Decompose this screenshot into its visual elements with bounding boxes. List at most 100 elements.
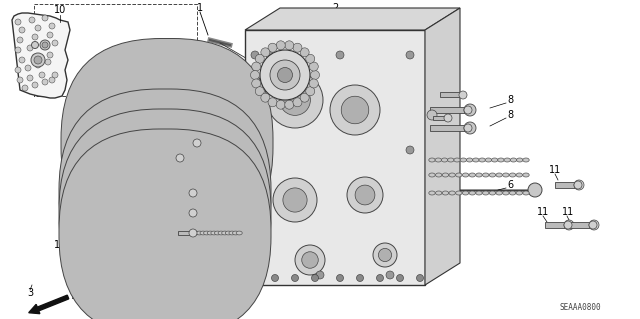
Ellipse shape [225, 191, 232, 195]
Text: 8: 8 [507, 110, 513, 120]
Circle shape [34, 56, 42, 64]
Text: 6: 6 [507, 180, 513, 190]
Ellipse shape [193, 211, 199, 215]
Ellipse shape [469, 173, 476, 177]
Circle shape [19, 57, 25, 63]
Circle shape [330, 85, 380, 135]
Ellipse shape [196, 191, 202, 195]
Circle shape [378, 249, 392, 262]
Ellipse shape [523, 158, 529, 162]
Circle shape [252, 62, 260, 71]
Circle shape [355, 185, 375, 205]
Ellipse shape [201, 141, 207, 145]
Ellipse shape [232, 141, 238, 145]
Circle shape [464, 122, 476, 134]
Circle shape [589, 220, 599, 230]
Ellipse shape [502, 191, 509, 195]
Text: 11: 11 [537, 207, 549, 217]
Ellipse shape [516, 173, 522, 177]
Circle shape [255, 54, 264, 63]
Ellipse shape [218, 191, 224, 195]
Circle shape [35, 62, 41, 68]
Ellipse shape [196, 211, 202, 215]
Ellipse shape [207, 211, 213, 215]
Circle shape [266, 51, 274, 59]
Circle shape [15, 19, 21, 25]
Circle shape [252, 275, 259, 281]
Circle shape [285, 41, 294, 50]
Text: 2: 2 [332, 3, 338, 13]
Circle shape [278, 68, 292, 83]
Circle shape [309, 79, 318, 88]
Ellipse shape [442, 173, 449, 177]
Text: 5: 5 [150, 128, 156, 138]
Ellipse shape [236, 191, 242, 195]
Circle shape [15, 67, 21, 73]
Circle shape [464, 124, 472, 132]
Circle shape [273, 178, 317, 222]
Ellipse shape [462, 191, 468, 195]
Circle shape [574, 181, 582, 189]
Circle shape [293, 98, 302, 107]
Circle shape [15, 47, 21, 53]
Ellipse shape [523, 173, 529, 177]
Bar [555, 182, 575, 188]
Circle shape [267, 72, 323, 128]
Circle shape [528, 183, 542, 197]
Ellipse shape [435, 173, 442, 177]
Circle shape [336, 51, 344, 59]
Circle shape [35, 25, 41, 31]
Circle shape [268, 43, 277, 52]
Circle shape [406, 51, 414, 59]
Circle shape [250, 70, 259, 79]
Ellipse shape [476, 173, 482, 177]
Circle shape [312, 275, 319, 281]
Circle shape [309, 62, 318, 71]
Ellipse shape [232, 211, 239, 215]
Circle shape [42, 79, 48, 85]
Circle shape [386, 271, 394, 279]
Circle shape [283, 188, 307, 212]
Circle shape [564, 221, 572, 229]
Text: 4: 4 [447, 79, 453, 89]
Ellipse shape [496, 173, 502, 177]
Ellipse shape [207, 231, 213, 235]
Circle shape [306, 54, 315, 63]
Ellipse shape [460, 158, 467, 162]
Ellipse shape [197, 141, 204, 145]
Circle shape [295, 245, 325, 275]
Ellipse shape [224, 141, 230, 145]
Ellipse shape [435, 191, 442, 195]
Ellipse shape [485, 158, 492, 162]
Text: 3: 3 [27, 288, 33, 298]
Circle shape [32, 54, 38, 60]
Ellipse shape [476, 191, 482, 195]
Ellipse shape [225, 211, 232, 215]
FancyBboxPatch shape [61, 39, 273, 248]
Circle shape [25, 65, 31, 71]
Text: 12: 12 [425, 257, 435, 266]
Text: 9: 9 [429, 247, 435, 257]
Circle shape [406, 146, 414, 154]
Circle shape [22, 85, 28, 91]
Circle shape [29, 17, 35, 23]
FancyBboxPatch shape [59, 89, 271, 297]
Circle shape [589, 221, 597, 229]
FancyArrow shape [29, 295, 68, 314]
Circle shape [260, 50, 310, 100]
Text: SEAAA0800: SEAAA0800 [560, 303, 602, 313]
Circle shape [42, 42, 48, 48]
Circle shape [301, 252, 318, 268]
Ellipse shape [489, 173, 495, 177]
Circle shape [189, 209, 197, 217]
Ellipse shape [200, 231, 206, 235]
Ellipse shape [221, 211, 228, 215]
Circle shape [444, 114, 452, 122]
Circle shape [564, 220, 574, 230]
FancyBboxPatch shape [59, 129, 271, 319]
Circle shape [427, 110, 437, 120]
Circle shape [17, 37, 23, 43]
Circle shape [261, 48, 270, 57]
Circle shape [189, 189, 197, 197]
Ellipse shape [193, 231, 199, 235]
